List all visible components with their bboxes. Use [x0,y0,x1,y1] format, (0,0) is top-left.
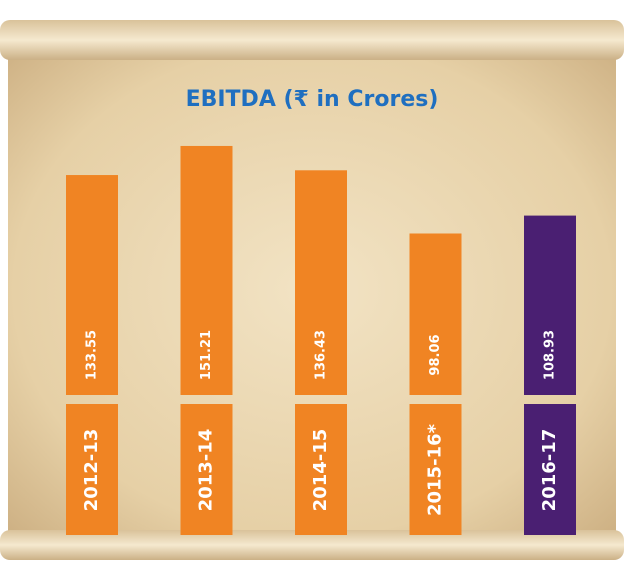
bar [409,233,462,395]
category-label: 2013-14 [196,429,217,512]
category-box [524,404,576,535]
bar [66,175,118,395]
category-box [409,404,462,535]
category-box [66,404,118,535]
bar [295,170,347,395]
category-label: 2012-13 [81,429,102,512]
scroll-top [0,20,624,60]
value-label: 136.43 [314,330,329,380]
value-label: 151.21 [199,330,214,380]
bar [524,215,576,395]
category-label: 2014-15 [310,429,331,512]
category-box [295,404,347,535]
category-label: 2016-17 [539,429,560,512]
bar [180,145,233,395]
category-label: 2015-16* [425,423,446,516]
scroll-bottom [0,530,624,560]
category-box [180,404,233,535]
chart-title: EBITDA (₹ in Crores) [186,87,439,112]
value-label: 108.93 [543,330,558,380]
value-label: 98.06 [428,334,443,375]
value-label: 133.55 [85,330,100,380]
